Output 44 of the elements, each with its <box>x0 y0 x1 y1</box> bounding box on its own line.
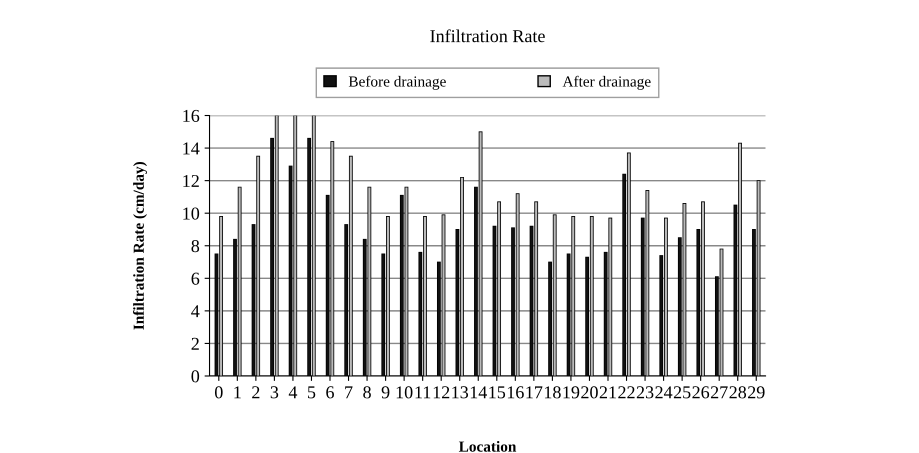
x-tick-label: 24 <box>655 386 672 398</box>
x-tick-label: 8 <box>363 386 371 398</box>
x-tick-label: 23 <box>636 386 654 398</box>
x-tick-label: 10 <box>396 386 412 398</box>
y-tick-label: 14 <box>183 142 200 154</box>
y-tick-label: 10 <box>183 207 200 220</box>
legend-label: Before drainage <box>348 76 446 90</box>
x-tick-label: 19 <box>563 386 580 398</box>
x-tick-label: 6 <box>326 386 334 398</box>
x-tick-label: 29 <box>748 386 765 398</box>
x-tick-label: 18 <box>544 386 561 398</box>
y-tick-label: 0 <box>191 370 200 382</box>
x-tick-label: 21 <box>600 386 616 398</box>
x-tick-label: 3 <box>270 386 278 398</box>
x-tick-label: 20 <box>581 386 598 398</box>
x-tick-label: 12 <box>434 386 450 398</box>
y-tick-label: 4 <box>191 305 200 318</box>
y-tick-label: 12 <box>183 174 199 187</box>
x-tick-label: 9 <box>382 386 390 398</box>
y-tick-label: 6 <box>192 272 200 285</box>
x-tick-label: 17 <box>526 386 542 398</box>
x-tick-label: 1 <box>234 386 241 398</box>
x-tick-label: 7 <box>345 386 353 398</box>
x-tick-label: 11 <box>416 386 430 398</box>
x-tick-label: 5 <box>308 386 316 398</box>
y-tick-label: 2 <box>192 338 199 350</box>
x-tick-label: 22 <box>618 386 635 398</box>
x-tick-label: 14 <box>470 386 488 398</box>
x-tick-label: 25 <box>674 386 690 398</box>
x-tick-label: 28 <box>729 386 746 398</box>
chart-title: Infiltration Rate <box>430 29 545 42</box>
legend-label: After drainage <box>562 76 651 90</box>
x-tick-label: 27 <box>710 386 728 398</box>
x-axis-title: Location <box>458 440 516 452</box>
x-tick-label: 15 <box>489 386 506 398</box>
y-tick-label: 16 <box>183 110 200 122</box>
x-tick-label: 0 <box>214 386 223 398</box>
y-tick-label: 8 <box>191 240 200 252</box>
y-axis-title: Infiltration Rate (cm/day) <box>132 162 148 330</box>
x-tick-label: 4 <box>288 386 298 398</box>
x-tick-label: 13 <box>452 386 468 398</box>
x-tick-label: 2 <box>252 386 260 398</box>
x-tick-label: 16 <box>508 386 524 398</box>
x-tick-label: 26 <box>692 386 710 398</box>
